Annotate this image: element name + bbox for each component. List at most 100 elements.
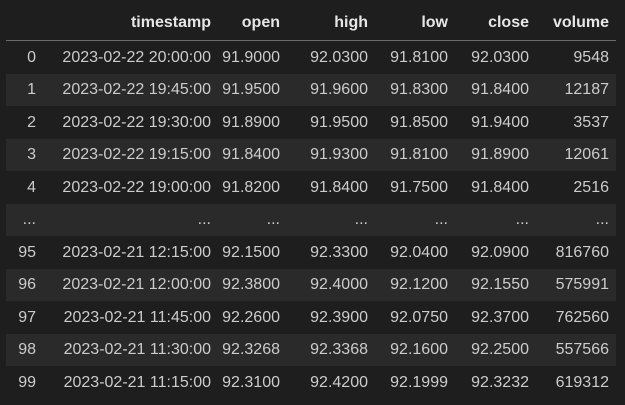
- cell-close: 92.2500: [471, 341, 529, 359]
- cell-timestamp: 2023-02-22 19:45:00: [62, 81, 211, 99]
- cell-timestamp: 2023-02-22 19:00:00: [62, 178, 211, 196]
- cell-low: 91.8300: [390, 81, 448, 99]
- cell-open: 91.9000: [222, 48, 280, 66]
- column-header-timestamp: timestamp: [46, 5, 222, 41]
- cell-low: 91.8100: [390, 146, 448, 164]
- cell-low: 91.8500: [390, 113, 448, 131]
- cell-timestamp: 2023-02-22 20:00:00: [62, 48, 211, 66]
- cell-timestamp: 2023-02-21 12:15:00: [62, 243, 211, 261]
- cell-high: 91.9300: [310, 146, 368, 164]
- cell-timestamp: 2023-02-21 11:30:00: [63, 341, 211, 359]
- cell-open: 91.8400: [222, 146, 280, 164]
- cell-high: 91.8400: [310, 178, 368, 196]
- cell-volume: 2516: [573, 178, 609, 196]
- cell-high: ...: [354, 211, 368, 229]
- column-header-close: close: [465, 5, 549, 41]
- cell-low: 92.0750: [390, 308, 448, 326]
- table-row: 3 2023-02-22 19:15:00 91.8400 91.9300 91.810…: [6, 138, 616, 171]
- table-header: timestamp open high low close volume: [6, 5, 616, 41]
- cell-close: 91.8400: [471, 81, 529, 99]
- cell-close: 91.8400: [471, 178, 529, 196]
- row-index-cell: ...: [22, 211, 36, 229]
- cell-high: 92.0300: [310, 48, 368, 66]
- cell-close: 92.1550: [471, 276, 529, 294]
- cell-timestamp: 2023-02-21 12:00:00: [62, 276, 211, 294]
- cell-high: 92.4200: [310, 373, 368, 391]
- cell-open: 92.1500: [222, 243, 280, 261]
- row-index-cell: 2: [27, 113, 36, 131]
- header-row: timestamp open high low close volume: [6, 5, 616, 41]
- row-index-cell: 98: [18, 341, 36, 359]
- cell-open: ...: [266, 211, 280, 229]
- cell-volume: 12187: [564, 81, 610, 99]
- cell-open: 92.3268: [222, 341, 280, 359]
- table-row: 96 2023-02-21 12:00:00 92.3800 92.4000 92.12…: [6, 268, 616, 301]
- cell-volume: 575991: [555, 276, 609, 294]
- cell-low: 91.8100: [390, 48, 448, 66]
- cell-low: 92.0400: [390, 243, 448, 261]
- dataframe-table: timestamp open high low close volume 0 20…: [6, 5, 616, 399]
- column-header-open: open: [222, 5, 302, 41]
- table-row: .....................: [6, 203, 616, 236]
- cell-high: 92.4000: [310, 276, 368, 294]
- cell-timestamp: 2023-02-21 11:15:00: [63, 373, 211, 391]
- column-header-low: low: [385, 5, 465, 41]
- table-row: 97 2023-02-21 11:45:00 92.2600 92.3900 92.07…: [6, 301, 616, 334]
- cell-open: 91.8200: [222, 178, 280, 196]
- table-row: 0 2023-02-22 20:00:00 91.9000 92.0300 91.810…: [6, 41, 616, 74]
- table-row: 95 2023-02-21 12:15:00 92.1500 92.3300 92.04…: [6, 236, 616, 269]
- cell-volume: 816760: [555, 243, 609, 261]
- table-row: 99 2023-02-21 11:15:00 92.3100 92.4200 92.19…: [6, 366, 616, 399]
- cell-timestamp: ...: [197, 211, 211, 229]
- cell-open: 92.3800: [222, 276, 280, 294]
- cell-volume: 762560: [555, 308, 609, 326]
- cell-low: 92.1600: [390, 341, 448, 359]
- cell-volume: 3537: [573, 113, 609, 131]
- cell-low: ...: [434, 211, 448, 229]
- cell-close: 92.0900: [471, 243, 529, 261]
- row-index-cell: 97: [18, 308, 36, 326]
- cell-low: 92.1200: [390, 276, 448, 294]
- table-row: 1 2023-02-22 19:45:00 91.9500 91.9600 91.830…: [6, 73, 616, 106]
- column-header-index: [6, 5, 46, 41]
- cell-timestamp: 2023-02-22 19:30:00: [62, 113, 211, 131]
- row-index-cell: 3: [27, 146, 36, 164]
- cell-close: 92.3700: [471, 308, 529, 326]
- cell-close: ...: [515, 211, 529, 229]
- table-row: 98 2023-02-21 11:30:00 92.3268 92.3368 92.16…: [6, 333, 616, 366]
- cell-volume: 619312: [555, 373, 609, 391]
- cell-close: 92.3232: [471, 373, 529, 391]
- cell-close: 91.9400: [471, 113, 529, 131]
- table-body: 0 2023-02-22 20:00:00 91.9000 92.0300 91.810…: [6, 41, 616, 399]
- table-row: 2 2023-02-22 19:30:00 91.8900 91.9500 91.850…: [6, 106, 616, 139]
- cell-high: 92.3300: [310, 243, 368, 261]
- table-row: 4 2023-02-22 19:00:00 91.8200 91.8400 91.750…: [6, 171, 616, 204]
- cell-high: 91.9500: [310, 113, 368, 131]
- cell-close: 92.0300: [471, 48, 529, 66]
- row-index-cell: 4: [27, 178, 36, 196]
- cell-volume: ...: [595, 211, 609, 229]
- column-header-volume: volume: [549, 5, 616, 41]
- row-index-cell: 99: [18, 373, 36, 391]
- cell-timestamp: 2023-02-22 19:15:00: [62, 146, 211, 164]
- column-header-high: high: [302, 5, 385, 41]
- cell-low: 91.7500: [390, 178, 448, 196]
- cell-open: 91.8900: [222, 113, 280, 131]
- cell-volume: 12061: [564, 146, 610, 164]
- row-index-cell: 95: [18, 243, 36, 261]
- row-index-cell: 0: [27, 48, 36, 66]
- cell-volume: 9548: [573, 48, 609, 66]
- cell-open: 92.3100: [222, 373, 280, 391]
- cell-volume: 557566: [555, 341, 609, 359]
- row-index-cell: 96: [18, 276, 36, 294]
- cell-timestamp: 2023-02-21 11:45:00: [63, 308, 211, 326]
- cell-high: 92.3368: [310, 341, 368, 359]
- cell-high: 92.3900: [310, 308, 368, 326]
- cell-open: 92.2600: [222, 308, 280, 326]
- cell-high: 91.9600: [310, 81, 368, 99]
- cell-open: 91.9500: [222, 81, 280, 99]
- row-index-cell: 1: [27, 81, 36, 99]
- cell-low: 92.1999: [390, 373, 448, 391]
- cell-close: 91.8900: [471, 146, 529, 164]
